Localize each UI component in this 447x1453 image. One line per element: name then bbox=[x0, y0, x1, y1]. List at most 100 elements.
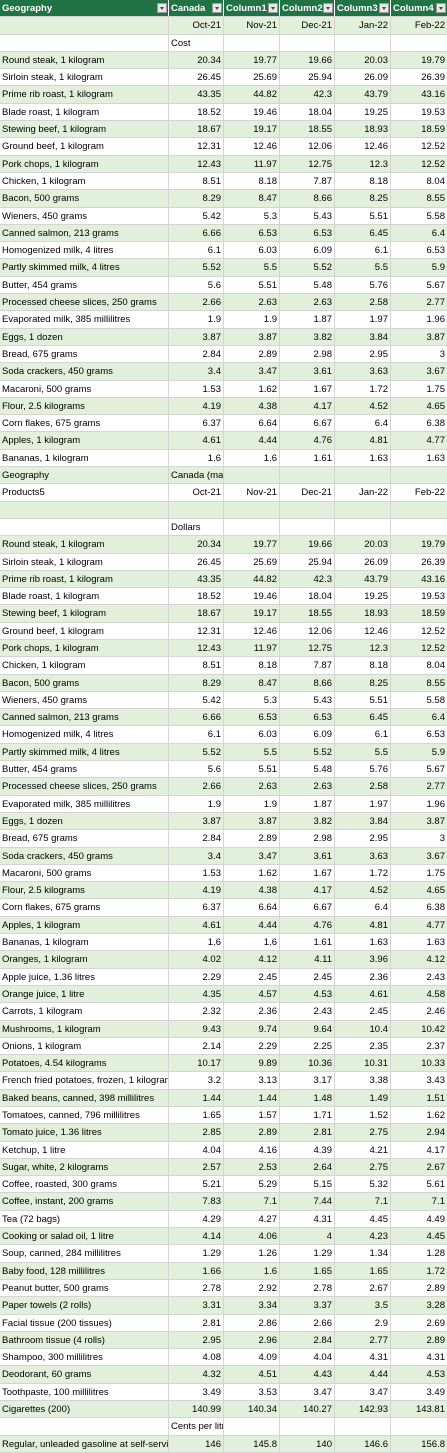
value-cell[interactable]: 12.52 bbox=[421, 642, 445, 654]
row-label-cell[interactable] bbox=[0, 34, 169, 51]
value-cell[interactable]: 2.78 bbox=[280, 1279, 335, 1297]
value-cell[interactable]: 2.36 bbox=[335, 968, 391, 985]
row-label-cell[interactable]: Tomatoes, canned, 796 millilitres bbox=[0, 1107, 169, 1124]
value-cell[interactable]: 1.67 bbox=[280, 380, 335, 397]
value-cell[interactable]: 6.64 bbox=[224, 899, 280, 916]
value-cell[interactable]: 3.53 bbox=[224, 1383, 280, 1401]
value-cell[interactable]: 12.31 bbox=[169, 138, 224, 155]
row-label-cell[interactable]: Butter, 454 grams bbox=[0, 276, 169, 294]
value-cell[interactable]: 9.43 bbox=[169, 1020, 224, 1037]
value-cell[interactable]: 7.87 bbox=[280, 657, 335, 674]
value-cell[interactable]: 8.66 bbox=[280, 190, 335, 207]
value-cell[interactable]: 2.66 bbox=[280, 1314, 335, 1331]
row-label-cell[interactable]: Orange juice, 1 litre bbox=[0, 985, 169, 1003]
value-cell[interactable]: 5.58 bbox=[426, 210, 446, 222]
row-label-cell[interactable]: Mushrooms, 1 kilogram bbox=[0, 1020, 169, 1037]
value-cell[interactable]: 5.3 bbox=[224, 207, 280, 224]
value-cell[interactable]: 4.53 bbox=[426, 1369, 446, 1381]
value-cell[interactable]: 3.67 bbox=[426, 366, 446, 378]
row-label-cell[interactable]: Sirloin steak, 1 kilogram bbox=[0, 69, 169, 86]
value-cell[interactable]: 1.97 bbox=[335, 795, 391, 812]
value-cell[interactable]: 1.72 bbox=[335, 380, 391, 397]
value-cell[interactable]: 25.69 bbox=[224, 553, 280, 570]
value-cell[interactable]: 6.1 bbox=[335, 242, 391, 259]
row-label-cell[interactable]: Corn flakes, 675 grams bbox=[0, 415, 169, 432]
value-cell[interactable]: Oct-21 bbox=[169, 484, 224, 501]
value-cell[interactable]: 2.63 bbox=[280, 294, 335, 311]
value-cell[interactable]: 1.6 bbox=[224, 934, 280, 951]
row-label-cell[interactable]: Toothpaste, 100 millilitres bbox=[0, 1383, 169, 1401]
row-label-cell[interactable]: Deodorant, 60 grams bbox=[0, 1366, 169, 1383]
filter-dropdown-icon[interactable] bbox=[323, 3, 333, 13]
value-cell[interactable]: 4.09 bbox=[224, 1349, 280, 1366]
value-cell[interactable]: 5.6 bbox=[169, 276, 224, 294]
value-cell[interactable]: 4.11 bbox=[280, 951, 335, 968]
value-cell[interactable]: 5.61 bbox=[426, 1179, 446, 1191]
value-cell[interactable]: 4.77 bbox=[426, 435, 446, 447]
value-cell[interactable]: 19.66 bbox=[280, 51, 335, 69]
value-cell[interactable]: 4.49 bbox=[426, 1213, 446, 1225]
value-cell[interactable]: 1.72 bbox=[335, 864, 391, 882]
value-cell[interactable]: Jan-22 bbox=[335, 484, 391, 501]
value-cell[interactable]: 3.49 bbox=[426, 1386, 446, 1398]
value-cell[interactable]: 3.5 bbox=[335, 1297, 391, 1314]
row-label-cell[interactable]: Blade roast, 1 kilogram bbox=[0, 588, 169, 605]
value-cell[interactable]: 1.6 bbox=[169, 449, 224, 467]
value-cell[interactable]: 4.77 bbox=[426, 919, 446, 931]
value-cell[interactable]: 1.63 bbox=[335, 934, 391, 951]
row-label-cell[interactable]: Canned salmon, 213 grams bbox=[0, 709, 169, 726]
value-cell[interactable]: 4.76 bbox=[280, 916, 335, 934]
value-cell[interactable]: 1.49 bbox=[335, 1089, 391, 1106]
value-cell[interactable]: 1.62 bbox=[224, 380, 280, 397]
row-label-cell[interactable]: Ground beef, 1 kilogram bbox=[0, 138, 169, 155]
value-cell[interactable]: 3.82 bbox=[280, 812, 335, 830]
value-cell[interactable]: 1.65 bbox=[280, 1262, 335, 1279]
value-cell[interactable]: 1.9 bbox=[224, 795, 280, 812]
value-cell[interactable]: 2.46 bbox=[426, 1006, 446, 1018]
value-cell[interactable]: 20.03 bbox=[335, 536, 391, 553]
value-cell[interactable]: 4.31 bbox=[426, 1352, 446, 1364]
value-cell[interactable]: 2.29 bbox=[169, 968, 224, 985]
value-cell[interactable]: 1.63 bbox=[426, 452, 446, 464]
value-cell[interactable]: 12.46 bbox=[335, 622, 391, 639]
value-cell[interactable]: 12.46 bbox=[224, 138, 280, 155]
value-cell[interactable]: 5.51 bbox=[224, 761, 280, 778]
value-cell[interactable]: 3.47 bbox=[224, 847, 280, 864]
value-cell[interactable]: Feb-22 bbox=[414, 487, 445, 499]
value-cell[interactable]: 43.79 bbox=[335, 86, 391, 103]
value-cell[interactable]: 3.82 bbox=[280, 328, 335, 345]
value-cell[interactable]: 1.6 bbox=[224, 449, 280, 467]
value-cell[interactable]: 8.18 bbox=[335, 172, 391, 190]
row-label-cell[interactable]: Partly skimmed milk, 4 litres bbox=[0, 743, 169, 761]
value-cell[interactable]: 2.45 bbox=[335, 1003, 391, 1020]
value-cell[interactable]: 2.9 bbox=[335, 1314, 391, 1331]
value-cell[interactable]: 6.1 bbox=[335, 726, 391, 743]
value-cell[interactable]: 3.4 bbox=[169, 363, 224, 380]
value-cell[interactable]: 6.4 bbox=[335, 899, 391, 916]
value-cell[interactable]: Nov-21 bbox=[224, 17, 280, 34]
row-label-cell[interactable]: Eggs, 1 dozen bbox=[0, 328, 169, 345]
value-cell[interactable]: 3.47 bbox=[335, 1383, 391, 1401]
value-cell[interactable]: 2.95 bbox=[335, 830, 391, 847]
value-cell[interactable]: 1.67 bbox=[280, 864, 335, 882]
filter-dropdown-icon[interactable] bbox=[157, 3, 167, 13]
value-cell[interactable] bbox=[224, 467, 280, 484]
value-cell[interactable]: 26.39 bbox=[421, 72, 445, 84]
value-cell[interactable]: 1.66 bbox=[169, 1262, 224, 1279]
row-label-cell[interactable]: French fried potatoes, frozen, 1 kilogra… bbox=[0, 1072, 169, 1089]
row-label-cell[interactable]: Evaporated milk, 385 millilitres bbox=[0, 795, 169, 812]
row-label-cell[interactable]: Bananas, 1 kilogram bbox=[0, 934, 169, 951]
value-cell[interactable]: Cost bbox=[169, 34, 224, 51]
row-label-cell[interactable]: Tomato juice, 1.36 litres bbox=[0, 1124, 169, 1141]
value-cell[interactable]: 5.51 bbox=[335, 207, 391, 224]
value-cell[interactable]: 4.17 bbox=[280, 882, 335, 899]
value-cell[interactable]: 18.93 bbox=[335, 605, 391, 622]
value-cell[interactable]: 2.89 bbox=[224, 1124, 280, 1141]
value-cell[interactable]: 18.52 bbox=[169, 588, 224, 605]
row-label-cell[interactable] bbox=[0, 518, 169, 536]
value-cell[interactable]: 6.53 bbox=[426, 245, 446, 257]
value-cell[interactable]: 4.06 bbox=[224, 1228, 280, 1245]
value-cell[interactable]: 6.37 bbox=[169, 415, 224, 432]
row-label-cell[interactable]: Coffee, instant, 200 grams bbox=[0, 1193, 169, 1210]
value-cell[interactable]: Dec-21 bbox=[280, 484, 335, 501]
